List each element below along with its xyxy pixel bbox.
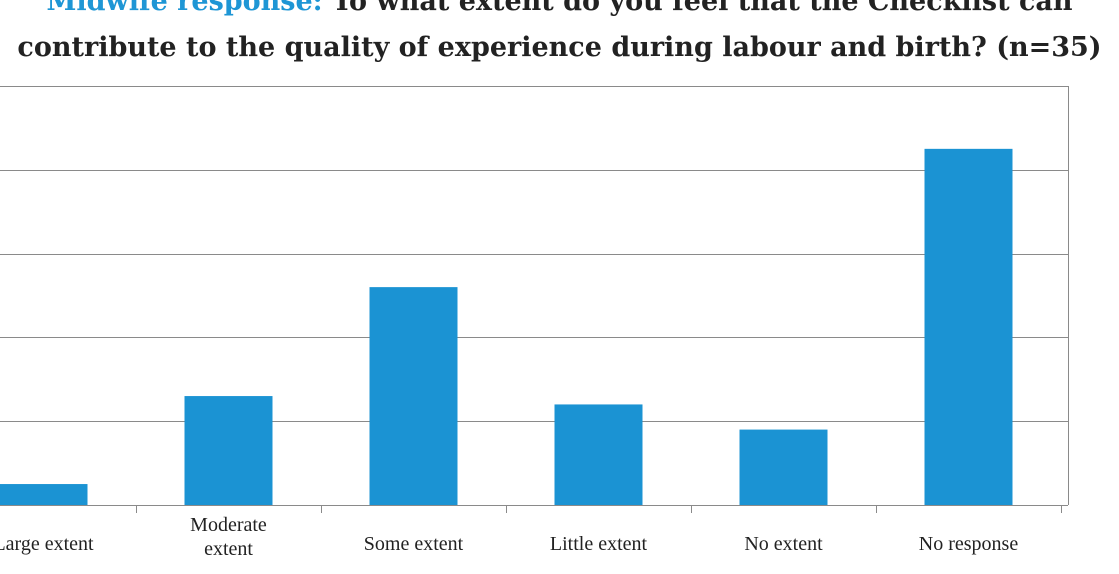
chart-title-line-1: Midwife response: To what extent do you … <box>0 0 1119 18</box>
bar-5 <box>924 148 1013 505</box>
x-tick-label-1: Moderate extent <box>190 514 267 560</box>
bar-4 <box>739 429 828 505</box>
bar-3 <box>554 404 643 505</box>
chart-title-line-2: contribute to the quality of experience … <box>17 32 1102 63</box>
bar-0 <box>0 484 88 505</box>
bar-1 <box>184 396 273 505</box>
x-tick-label-2: Some extent <box>364 533 464 555</box>
x-tick-label-5: No response <box>919 533 1019 555</box>
x-tick-label-4: No extent <box>744 533 823 555</box>
x-tick-label-3: Little extent <box>550 533 648 555</box>
x-tick-label-0: Large extent <box>0 533 94 555</box>
title-prefix: Midwife response: <box>46 0 323 17</box>
title-line1-rest: To what extent do you feel that the Chec… <box>332 0 1073 17</box>
bar-2 <box>369 287 458 505</box>
chart-title: Midwife response: To what extent do you … <box>0 0 1119 80</box>
